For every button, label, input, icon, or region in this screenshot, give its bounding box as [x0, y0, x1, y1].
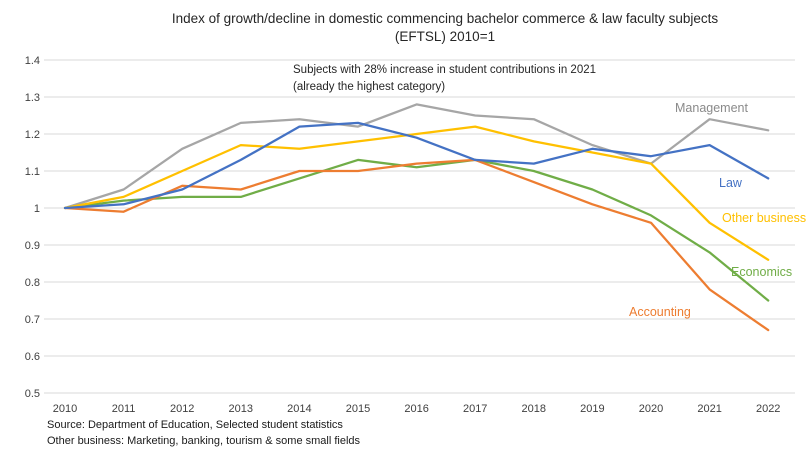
series-label-management: Management [675, 101, 748, 115]
source-note-line1: Source: Department of Education, Selecte… [47, 419, 343, 431]
x-axis-tick-label: 2010 [53, 403, 77, 415]
source-note: Source: Department of Education, Selecte… [47, 418, 360, 449]
y-axis-tick-label: 0.8 [25, 277, 40, 289]
x-axis-tick-label: 2011 [112, 403, 136, 415]
chart-title: Index of growth/decline in domestic comm… [85, 10, 805, 46]
x-axis-tick-label: 2018 [522, 403, 546, 415]
series-label-law: Law [719, 176, 743, 190]
y-axis-tick-label: 1.2 [25, 129, 40, 141]
chart-title-line2: (EFTSL) 2010=1 [394, 29, 496, 44]
series-line-economics [63, 158, 770, 302]
x-axis-tick-label: 2019 [580, 403, 604, 415]
series-label-other-business: Other business [722, 211, 806, 225]
chart-annotation-line2: (already the highest category) [293, 81, 446, 93]
x-axis-tick-label: 2012 [170, 403, 194, 415]
y-axis-tick-label: 1.1 [25, 166, 40, 178]
chart-annotation: Subjects with 28% increase in student co… [293, 62, 596, 96]
series-line-accounting [63, 158, 770, 332]
series-line-other-business [63, 125, 770, 261]
x-axis-tick-label: 2017 [463, 403, 487, 415]
x-axis-tick-label: 2022 [756, 403, 780, 415]
x-axis-tick-label: 2015 [346, 403, 370, 415]
x-axis-tick-label: 2020 [639, 403, 663, 415]
x-axis-tick-label: 2021 [697, 403, 721, 415]
series-label-accounting: Accounting [629, 305, 691, 319]
y-axis-tick-label: 0.7 [25, 314, 40, 326]
x-axis-tick-label: 2016 [404, 403, 428, 415]
x-axis-tick-label: 2014 [287, 403, 311, 415]
y-axis-tick-label: 0.5 [25, 388, 40, 400]
chart-title-line1: Index of growth/decline in domestic comm… [171, 11, 719, 26]
y-axis-tick-label: 1.4 [25, 55, 40, 67]
y-axis-tick-label: 0.6 [25, 351, 40, 363]
y-axis-tick-label: 1.3 [25, 92, 40, 104]
y-axis-tick-label: 1 [34, 203, 40, 215]
x-axis-tick-label: 2013 [229, 403, 253, 415]
source-note-line2: Other business: Marketing, banking, tour… [47, 434, 361, 447]
series-line-law [63, 121, 770, 210]
chart-annotation-line1: Subjects with 28% increase in student co… [293, 64, 597, 76]
y-axis-tick-label: 0.9 [25, 240, 40, 252]
series-label-economics: Economics [731, 265, 792, 279]
